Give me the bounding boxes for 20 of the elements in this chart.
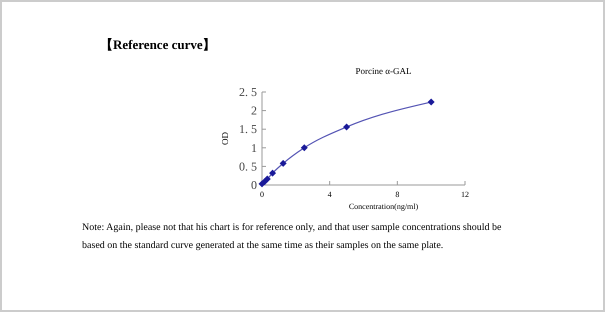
point xyxy=(264,176,271,183)
x-axis-title: Concentration(ng/ml) xyxy=(348,202,418,211)
chart-subtitle: Porcine α-GAL xyxy=(356,66,412,76)
point xyxy=(343,123,350,130)
y-tick-label: 1. 5 xyxy=(239,122,257,136)
x-tick-label: 0 xyxy=(260,190,264,199)
y-tick-label: 1 xyxy=(251,140,257,155)
x-tick-label: 4 xyxy=(328,190,332,199)
y-tick-label: 2. 5 xyxy=(239,85,257,99)
y-tick-label: 2 xyxy=(251,104,257,118)
x-tick-label: 12 xyxy=(461,190,469,199)
text: 【Reference curve】 xyxy=(100,37,216,52)
y-axis-title: OD xyxy=(220,132,230,145)
point xyxy=(280,160,287,167)
point xyxy=(300,144,308,152)
point xyxy=(428,98,435,106)
point xyxy=(269,170,276,177)
text: Note: Again, please not that his chart is for reference only, and that user sample concentrations should be based on the standard curve generated at the same time as their samples on the same plate. xyxy=(82,222,502,251)
x-tick-label: 8 xyxy=(395,190,400,199)
y-tick-label: 0. 5 xyxy=(239,159,257,174)
